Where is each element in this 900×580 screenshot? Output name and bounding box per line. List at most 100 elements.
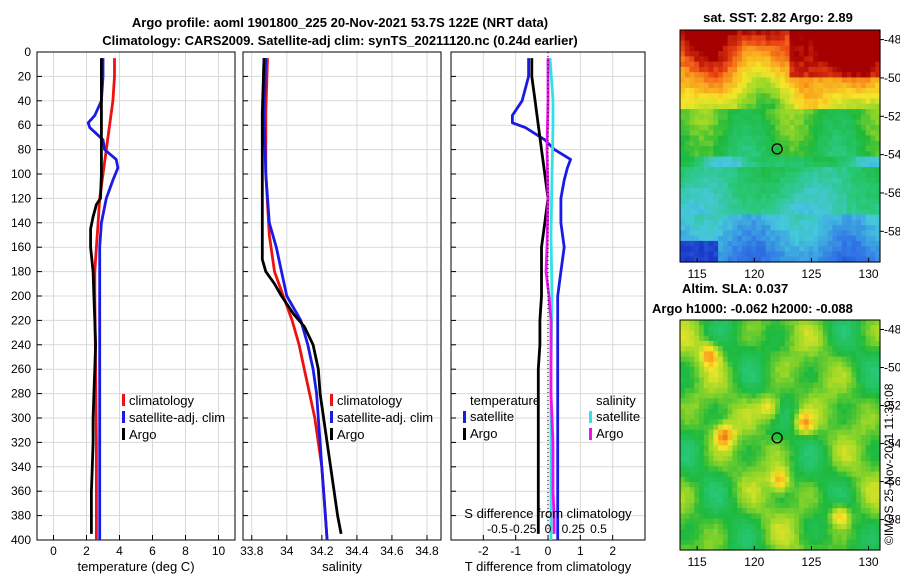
map-cell [694, 45, 700, 52]
map-cell [737, 351, 743, 358]
map-cell [684, 235, 691, 242]
map-cell [741, 140, 748, 147]
map-cell [856, 119, 862, 126]
legend-swatch-satellite [330, 411, 333, 423]
map-cell [756, 82, 762, 89]
map-cell [703, 377, 710, 384]
map-cell [832, 361, 838, 368]
map-cell [846, 88, 853, 94]
map-cell [789, 513, 795, 520]
map-cell [799, 419, 805, 426]
map-cell [794, 335, 800, 342]
map-cell [751, 461, 757, 467]
series-line-salinity-argo [544, 58, 556, 534]
map-cell [760, 140, 767, 147]
map-cell [784, 51, 791, 57]
map-cell [775, 30, 781, 36]
map-cell [741, 408, 748, 415]
map-cell [741, 539, 748, 546]
map-cell [770, 151, 776, 158]
map-cell [756, 77, 762, 84]
map-cell [765, 214, 772, 221]
map-cell [727, 356, 733, 363]
map-cell [870, 529, 876, 535]
map-cell [770, 114, 776, 121]
map-cell [699, 66, 705, 73]
map-cell [689, 45, 695, 52]
map-cell [865, 193, 872, 200]
map-cell [689, 497, 695, 504]
map-cell [722, 534, 729, 541]
map-cell [799, 209, 805, 216]
map-cell [746, 539, 753, 546]
map-cell [803, 103, 810, 110]
map-cell [813, 130, 819, 137]
map-cell [784, 466, 791, 473]
map-cell [841, 320, 848, 326]
map-cell [746, 246, 753, 253]
map-cell [746, 251, 753, 258]
map-cell [813, 387, 819, 394]
map-cell [841, 214, 848, 221]
map-cell [870, 167, 876, 173]
map-cell [875, 246, 881, 253]
map-cell [841, 167, 848, 173]
map-cell [818, 497, 824, 504]
map-cell [860, 377, 867, 384]
map-cell [718, 246, 724, 253]
map-cell [856, 98, 862, 105]
map-cell [784, 167, 791, 173]
map-cell [794, 119, 800, 126]
map-cell [789, 161, 795, 168]
map-cell [870, 325, 876, 332]
map-cell [799, 466, 805, 473]
map-cell [875, 188, 881, 195]
map-cell [713, 72, 719, 79]
map-cell [718, 146, 724, 152]
map-cell [794, 256, 800, 263]
map-cell [770, 198, 776, 205]
map-cell [746, 167, 753, 173]
map-cell [770, 435, 776, 441]
map-cell [851, 393, 857, 400]
map-cell [703, 340, 710, 347]
map-cell [680, 246, 686, 253]
map-cell [784, 482, 791, 488]
map-cell [765, 251, 772, 258]
map-cell [741, 214, 748, 221]
map-cell [822, 209, 829, 216]
map-cell [770, 66, 776, 73]
map-cell [703, 30, 710, 36]
map-cell [789, 393, 795, 400]
map-cell [760, 529, 767, 535]
map-cell [727, 124, 733, 131]
map-cell [875, 225, 881, 231]
map-cell [784, 471, 791, 478]
map-cell [732, 320, 738, 326]
map-cell [756, 335, 762, 342]
map-cell [803, 82, 810, 89]
map-cell [713, 529, 719, 535]
map-cell [770, 424, 776, 431]
map-cell [827, 251, 833, 258]
map-cell [694, 151, 700, 158]
map-cell [799, 35, 805, 42]
s-tick-label: 0 [545, 522, 552, 536]
map-cell [851, 109, 857, 115]
map-cell [765, 539, 772, 546]
map-cell [703, 103, 710, 110]
map-cell [732, 361, 738, 368]
map-cell [837, 188, 843, 195]
map-cell [846, 377, 853, 384]
map-cell [818, 320, 824, 326]
map-cell [818, 214, 824, 221]
map-cell [813, 182, 819, 189]
map-cell [775, 240, 781, 247]
map-cell [860, 193, 867, 200]
map-cell [794, 103, 800, 110]
map-cell [851, 251, 857, 258]
map-cell [694, 230, 700, 237]
map-cell [813, 502, 819, 509]
map-cell [760, 539, 767, 546]
map-cell [870, 367, 876, 373]
